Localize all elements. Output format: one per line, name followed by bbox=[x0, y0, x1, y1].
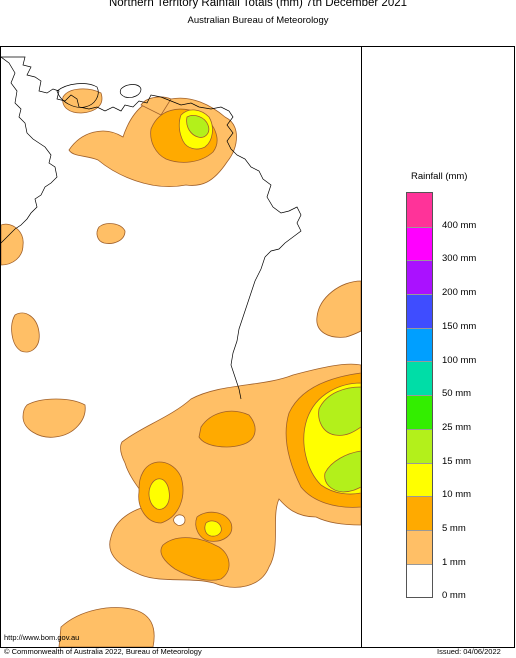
map-subtitle: Australian Bureau of Meteorology bbox=[187, 15, 329, 26]
legend-swatch bbox=[407, 395, 432, 429]
rain-area-1mm-south bbox=[58, 607, 155, 647]
rain-area-10mm-left-blob bbox=[148, 478, 170, 510]
legend-swatch bbox=[407, 260, 432, 295]
rainfall-map bbox=[1, 47, 361, 647]
legend-swatch bbox=[407, 529, 432, 564]
coastline-west bbox=[1, 56, 58, 244]
map-title: Northern Territory Rainfall Totals (mm) … bbox=[108, 0, 408, 9]
frame-divider bbox=[361, 46, 362, 648]
legend-tick-label: 10 mm bbox=[442, 489, 472, 501]
legend-swatch bbox=[407, 226, 432, 261]
legend-tick-label: 50 mm bbox=[442, 388, 472, 400]
legend-tick-label: 300 mm bbox=[442, 253, 477, 265]
legend-swatch bbox=[407, 428, 432, 463]
legend-tick-label: 400 mm bbox=[442, 219, 477, 231]
legend-title: Rainfall (mm) bbox=[411, 171, 468, 182]
rain-area-1mm-west-low bbox=[22, 398, 86, 438]
rain-area-1mm-west-mid bbox=[11, 312, 40, 353]
rain-area-1mm-west-edge bbox=[1, 223, 24, 266]
footer-copyright: © Commonwealth of Australia 2022, Bureau… bbox=[4, 647, 202, 656]
legend-colorbar bbox=[406, 192, 433, 599]
coastline bbox=[1, 56, 302, 400]
legend-swatch bbox=[407, 294, 432, 328]
rain-area-5mm-south-left bbox=[160, 537, 230, 581]
legend-tick-label: 15 mm bbox=[442, 455, 472, 467]
legend-tick-label: 25 mm bbox=[442, 421, 472, 433]
rain-area-10mm-south-center bbox=[204, 520, 222, 537]
rain-area-15mm-east-upper bbox=[318, 386, 361, 436]
footer-url: http://www.bom.gov.au bbox=[4, 633, 80, 642]
coastline-gulf bbox=[230, 256, 266, 400]
rain-area-15mm-east-lower bbox=[324, 450, 361, 493]
rain-area-5mm-central bbox=[198, 410, 256, 448]
legend-tick-label: 1 mm bbox=[442, 556, 466, 568]
coastline-cobourg bbox=[119, 84, 142, 98]
coastline-tiwi-islands bbox=[56, 83, 99, 108]
footer-issued: Issued: 04/06/2022 bbox=[437, 647, 501, 656]
rain-area-1mm-small-west bbox=[96, 223, 126, 244]
legend-tick-label: 100 mm bbox=[442, 354, 477, 366]
legend-tick-label: 5 mm bbox=[442, 523, 466, 534]
rain-area-15mm-north bbox=[186, 115, 210, 138]
legend-swatch bbox=[407, 361, 432, 396]
legend-swatch bbox=[407, 462, 432, 497]
legend-tick-label: 0 mm bbox=[442, 590, 466, 602]
coastline-north bbox=[1, 56, 302, 258]
legend-swatch bbox=[407, 496, 432, 530]
rain-area-dry-hole bbox=[173, 514, 186, 526]
rain-area-1mm-east-edge bbox=[316, 280, 361, 338]
map-frame bbox=[0, 46, 515, 648]
legend-swatch bbox=[407, 563, 432, 598]
legend-tick-label: 150 mm bbox=[442, 320, 477, 332]
legend-swatch bbox=[407, 327, 432, 362]
rain-area-1mm-nw-patch bbox=[62, 88, 103, 114]
legend-tick-label: 200 mm bbox=[442, 287, 477, 299]
legend-swatch bbox=[407, 193, 432, 227]
